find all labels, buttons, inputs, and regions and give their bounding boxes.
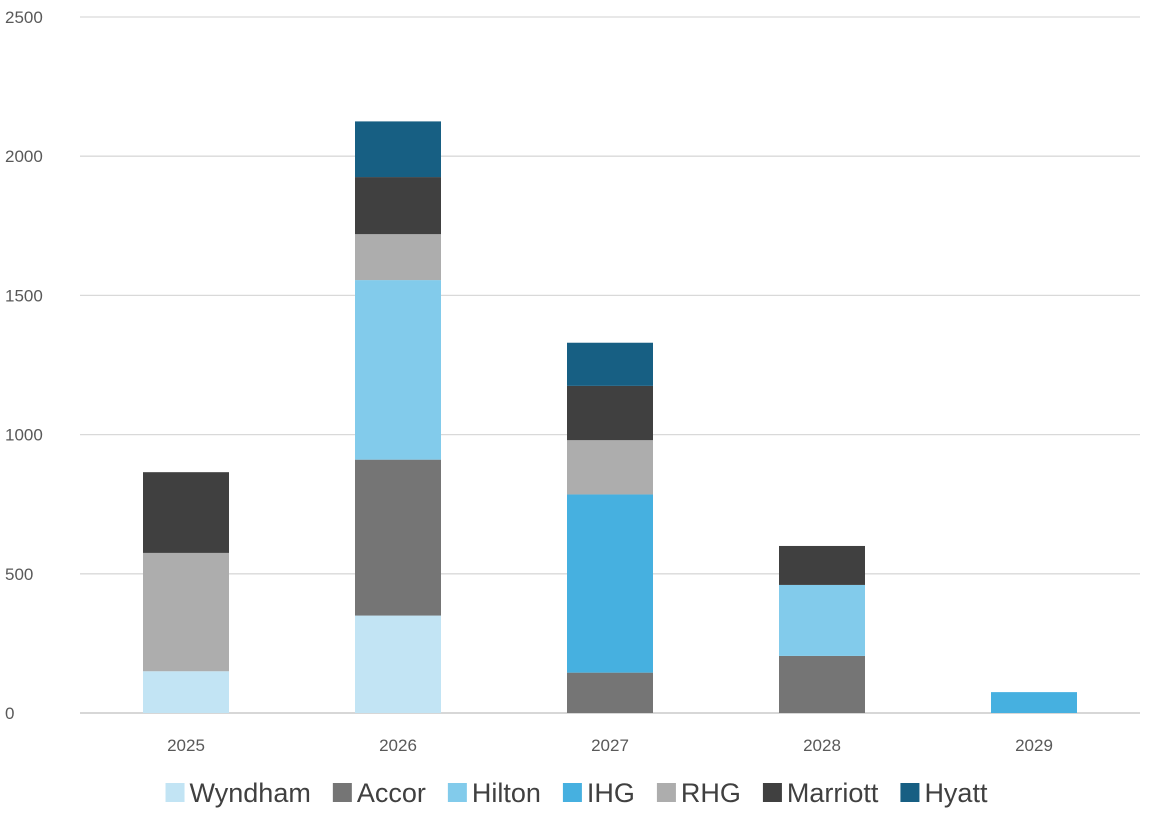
legend-item-wyndham: Wyndham <box>165 778 311 808</box>
x-tick-label: 2028 <box>803 736 841 755</box>
bar-segment-accor <box>779 655 865 713</box>
bar-segment-marriott <box>355 177 441 235</box>
bar-segment-rhg <box>143 552 229 672</box>
x-tick-label: 2027 <box>591 736 629 755</box>
x-tick-label: 2026 <box>379 736 417 755</box>
legend-item-ihg: IHG <box>562 778 635 808</box>
y-tick-label: 1500 <box>5 286 43 305</box>
legend-item-hyatt: Hyatt <box>900 778 988 808</box>
legend-swatch <box>447 783 467 802</box>
bar-segment-wyndham <box>143 671 229 713</box>
legend-item-rhg: RHG <box>656 778 741 808</box>
y-tick-label: 500 <box>5 565 33 584</box>
bar-segment-hyatt <box>355 121 441 178</box>
bar-segment-accor <box>355 459 441 616</box>
x-tick-label: 2025 <box>167 736 205 755</box>
bar-segment-hilton <box>355 280 441 460</box>
x-tick-label: 2029 <box>1015 736 1053 755</box>
y-axis-tick-labels: 0 500 1000 1500 2000 2500 <box>5 8 43 723</box>
y-tick-label: 2000 <box>5 147 43 166</box>
legend-label: Marriott <box>787 778 879 808</box>
legend-swatch <box>656 783 676 802</box>
legend-swatch <box>762 783 782 802</box>
y-tick-label: 1000 <box>5 426 43 445</box>
legend-label: Accor <box>357 778 426 808</box>
legend-label: IHG <box>587 778 635 808</box>
bar-segment-marriott <box>779 545 865 585</box>
bar-segment-hyatt <box>567 342 653 386</box>
y-tick-label: 2500 <box>5 8 43 27</box>
legend-item-accor: Accor <box>332 778 426 808</box>
legend-swatch <box>332 783 352 802</box>
bar-segment-ihg <box>991 692 1077 713</box>
bar-segment-marriott <box>567 385 653 441</box>
legend-swatch <box>165 783 185 802</box>
bar-segment-rhg <box>355 234 441 281</box>
bar-segment-wyndham <box>355 615 441 713</box>
legend-swatch <box>900 783 920 802</box>
bars <box>143 121 1077 713</box>
legend-item-marriott: Marriott <box>762 778 879 808</box>
legend-label: RHG <box>681 778 741 808</box>
legend-item-hilton: Hilton <box>447 778 541 808</box>
bar-segment-accor <box>567 672 653 713</box>
legend-swatch <box>562 783 582 802</box>
bar-segment-ihg <box>567 494 653 673</box>
x-axis-tick-labels: 2025 2026 2027 2028 2029 <box>167 736 1053 755</box>
bar-segment-marriott <box>143 472 229 553</box>
y-tick-label: 0 <box>5 704 14 723</box>
legend: Wyndham Accor Hilton IHG RHG Marriott Hyatt <box>165 778 988 808</box>
legend-label: Hyatt <box>924 778 988 808</box>
bar-segment-rhg <box>567 440 653 495</box>
bar-segment-hilton <box>779 584 865 656</box>
legend-label: Hilton <box>472 778 541 808</box>
legend-label: Wyndham <box>190 778 311 808</box>
